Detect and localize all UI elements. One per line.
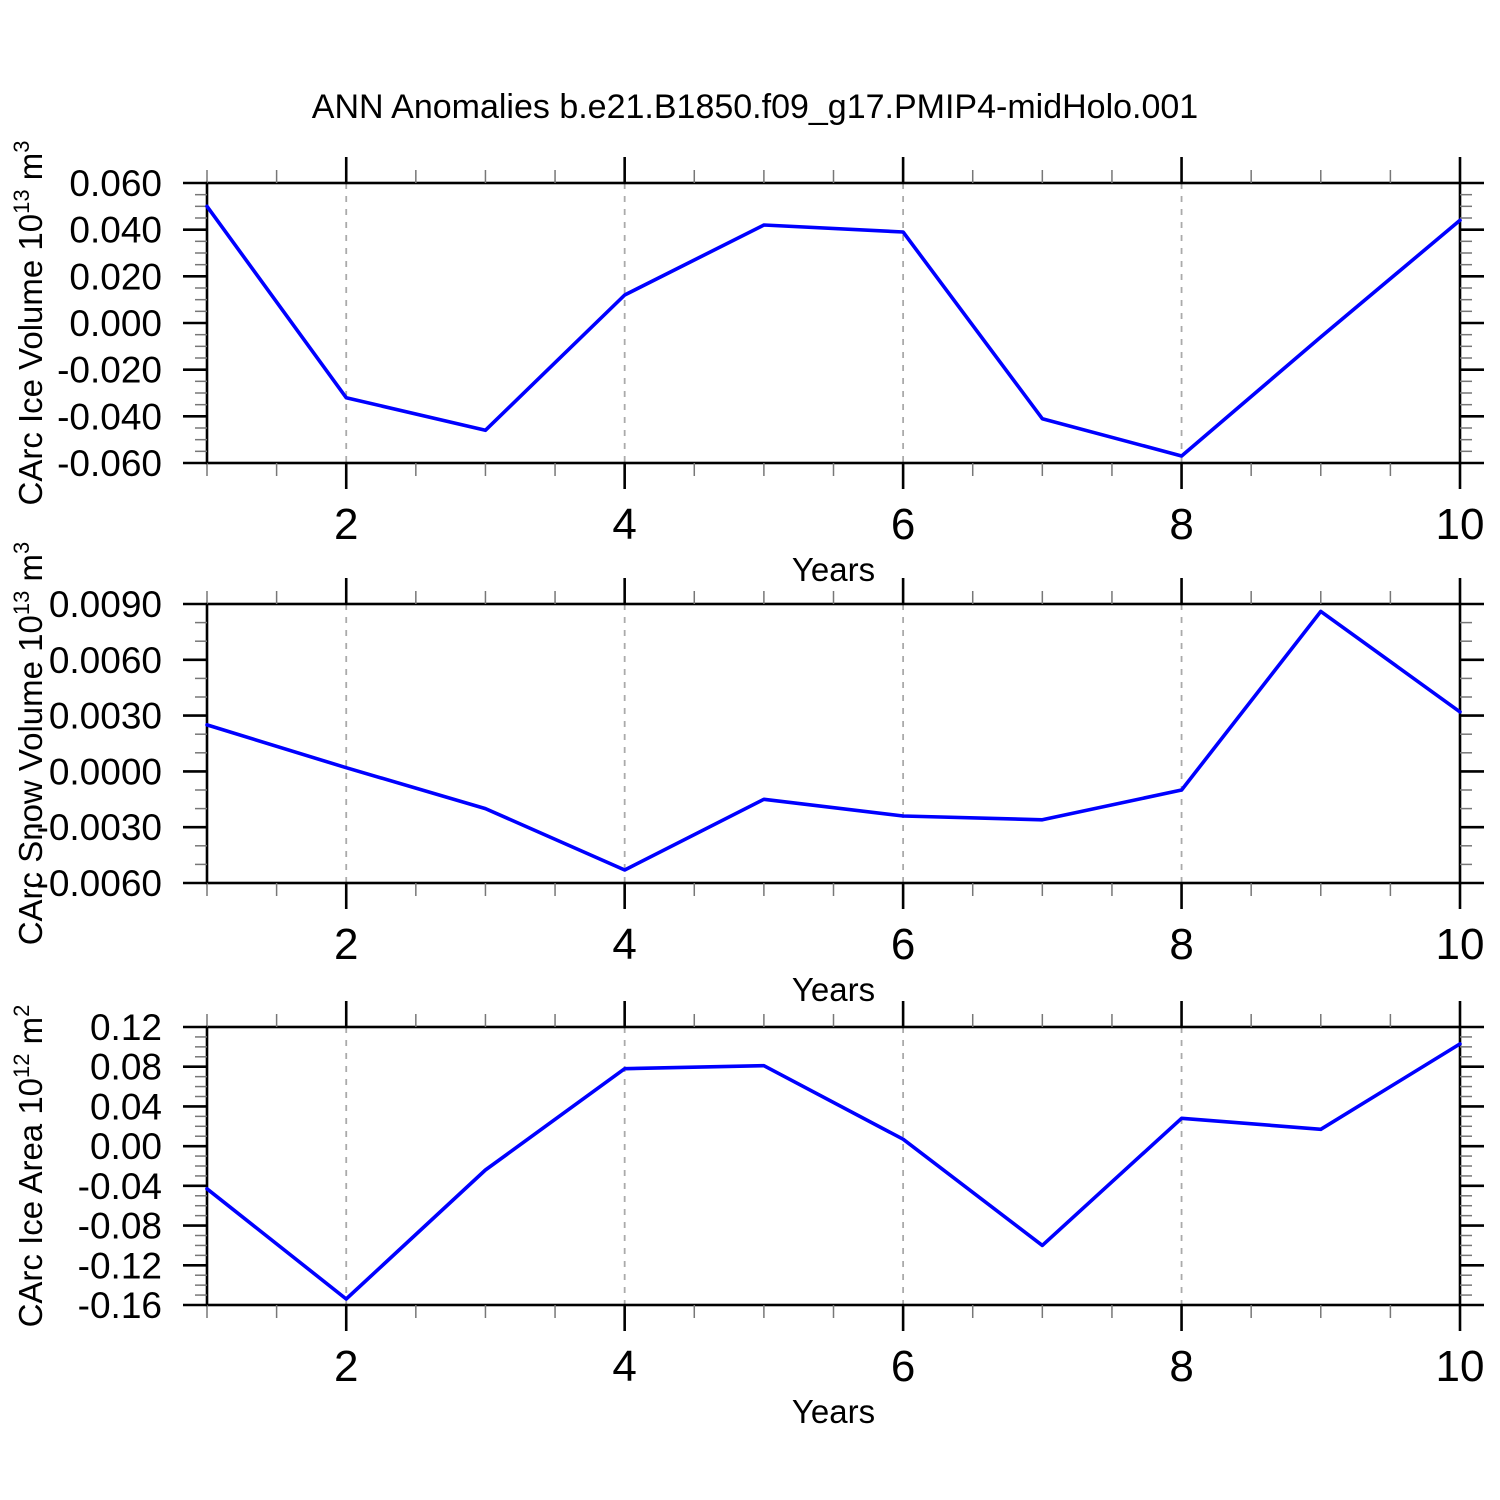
data-line-series [205, 1042, 1462, 1301]
x-tick-label: 4 [612, 920, 636, 969]
y-tick-label: 0.04 [90, 1086, 162, 1127]
panel-1: 2 4 6 8 10 0.060 0.040 0.020 0.000 -0.020 -0.040 -0… [9, 140, 1484, 588]
y-tick-label: 0.00 [90, 1126, 162, 1167]
x-tick-label: 10 [1436, 920, 1485, 969]
data-line-series [205, 609, 1462, 872]
y-tick-label: -0.04 [78, 1166, 162, 1207]
x-tick-label: 8 [1169, 500, 1193, 549]
x-tick-label: 6 [891, 500, 915, 549]
x-tick-label: 8 [1169, 920, 1193, 969]
y-tick-label: 0.0000 [49, 751, 162, 792]
y-tick-label: 0.060 [69, 163, 162, 204]
y-tick-label: 0.0060 [49, 640, 162, 681]
panel-3: 2 4 6 8 10 0.120.080.040.00-0.04-0.08-0.12-0.… [9, 1001, 1484, 1430]
y-tick-label: -0.0060 [37, 863, 163, 904]
y-tick-label: 0.0090 [49, 584, 162, 625]
y-axis-label: CArc Snow Volume 1013 m3 [9, 542, 49, 946]
y-tick-label: 0.08 [90, 1047, 162, 1088]
x-tick-label: 10 [1436, 1342, 1485, 1391]
y-tick-label: -0.060 [57, 443, 162, 484]
x-tick-label: 2 [334, 920, 358, 969]
y-tick-label: 0.040 [69, 210, 162, 251]
x-tick-label: 4 [612, 500, 636, 549]
x-tick-label: 6 [891, 1342, 915, 1391]
panel-frame [205, 181, 1462, 465]
panels-group: 2 4 6 8 10 0.060 0.040 0.020 0.000 -0.020 -0.040 -0… [9, 140, 1484, 1430]
y-tick-label: 0.12 [90, 1007, 162, 1048]
y-tick-label: 0.020 [69, 256, 162, 297]
chart-title: ANN Anomalies b.e21.B1850.f09_g17.PMIP4-… [312, 88, 1198, 126]
y-tick-label: 0.000 [69, 303, 162, 344]
y-axis-label: CArc Ice Volume 1013 m3 [9, 140, 49, 505]
y-tick-label: -0.16 [78, 1285, 162, 1326]
y-tick-label: -0.040 [57, 396, 162, 437]
x-axis-label: Years [792, 971, 875, 1008]
data-line-series [205, 204, 1462, 458]
y-tick-label: -0.0030 [37, 807, 163, 848]
x-tick-label: 6 [891, 920, 915, 969]
panel-2: 2 4 6 8 10 0.0090 0.0060 0.0030 0.0000 -0.0030 -0.… [9, 542, 1484, 1008]
panel-frame [205, 1025, 1462, 1307]
panel-frame [205, 602, 1462, 885]
x-tick-label: 2 [334, 500, 358, 549]
y-tick-label: -0.020 [57, 350, 162, 391]
y-axis-label: CArc Ice Area 1012 m2 [9, 1005, 49, 1328]
x-tick-label: 2 [334, 1342, 358, 1391]
x-tick-label: 8 [1169, 1342, 1193, 1391]
x-axis-label: Years [792, 1393, 875, 1430]
x-tick-label: 10 [1436, 500, 1485, 549]
y-tick-label: -0.08 [78, 1206, 162, 1247]
y-tick-label: 0.0030 [49, 696, 162, 737]
y-tick-label: -0.12 [78, 1245, 162, 1286]
x-tick-label: 4 [612, 1342, 636, 1391]
x-axis-label: Years [792, 551, 875, 588]
